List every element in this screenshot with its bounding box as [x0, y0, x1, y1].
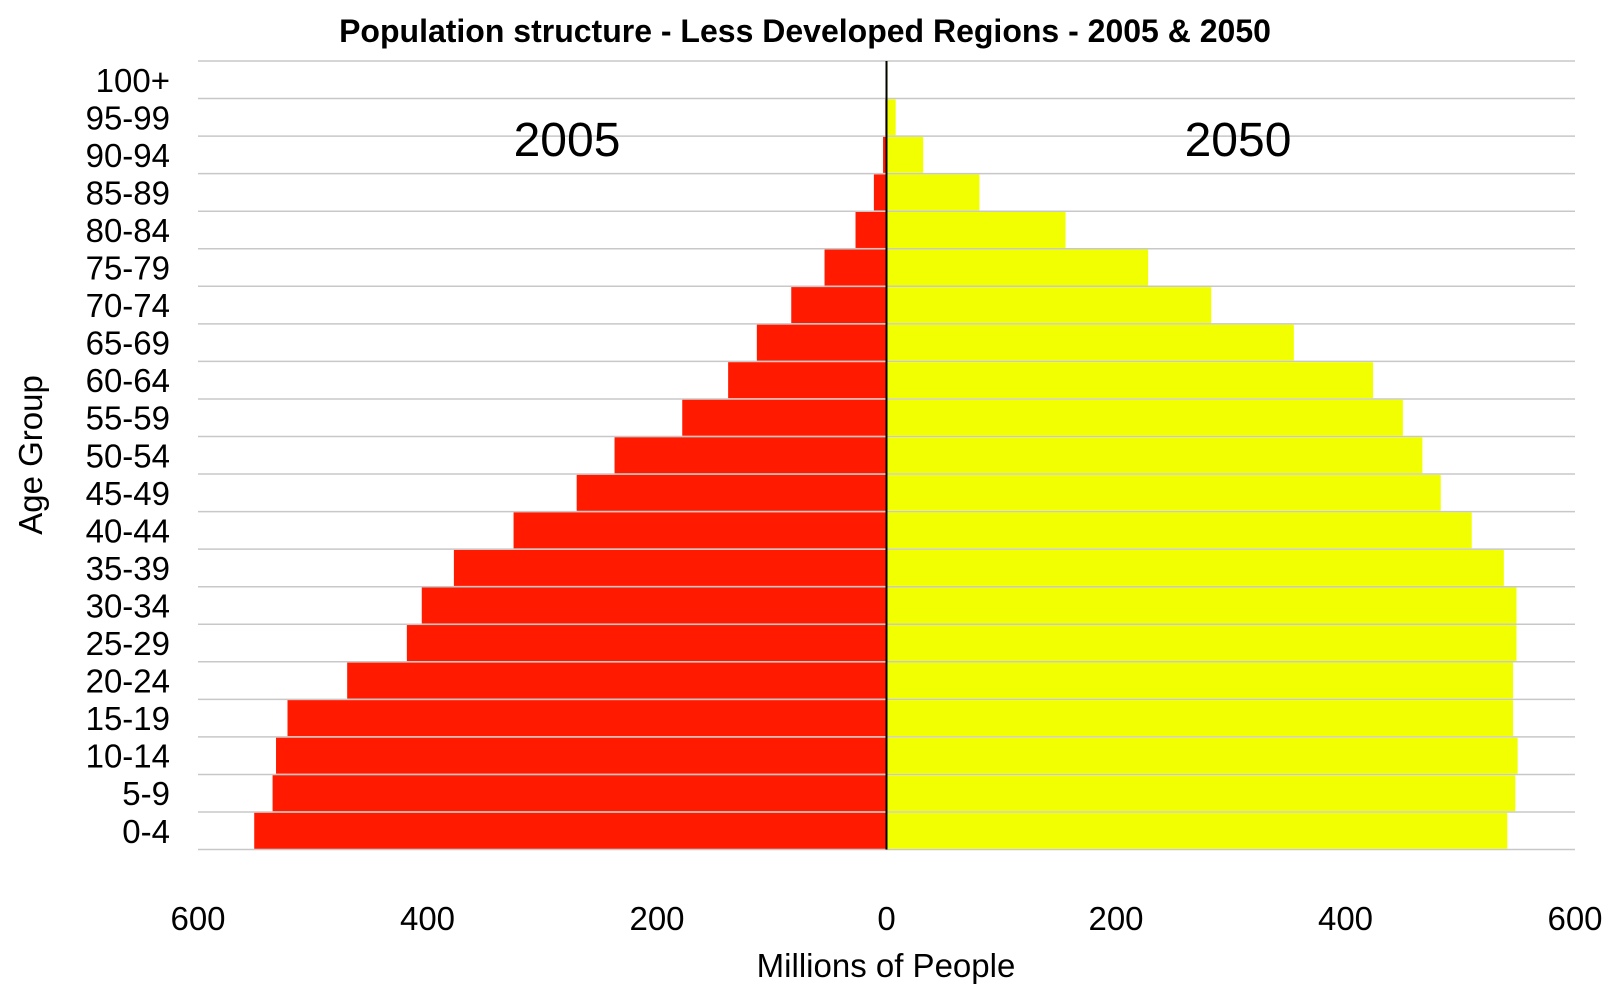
- bar-2050-20-24: [886, 662, 1514, 699]
- bar-2005-15-19: [287, 700, 887, 737]
- bar-2050-85-89: [886, 174, 980, 211]
- bar-2050-45-49: [886, 474, 1441, 511]
- x-tick-label: 0: [877, 900, 895, 937]
- bar-2050-80-84: [886, 212, 1066, 248]
- bar-2050-5-9: [886, 775, 1516, 812]
- bar-2050-75-79: [886, 249, 1149, 286]
- y-tick-label: 95-99: [86, 99, 170, 136]
- y-tick-label: 60-64: [86, 362, 170, 399]
- bar-2005-85-89: [873, 174, 887, 211]
- bar-2050-60-64: [886, 362, 1374, 399]
- bar-2050-25-29: [886, 625, 1517, 661]
- bar-2005-30-34: [421, 587, 887, 624]
- x-tick-label: 600: [1547, 900, 1602, 937]
- x-tick-label: 200: [1088, 900, 1143, 937]
- y-tick-label: 90-94: [86, 137, 170, 174]
- y-tick-label: 45-49: [86, 475, 170, 512]
- bar-2005-45-49: [576, 474, 887, 511]
- bar-2050-10-14: [886, 737, 1518, 774]
- bar-2050-35-39: [886, 549, 1504, 586]
- bar-2005-65-69: [756, 324, 887, 361]
- y-tick-label: 65-69: [86, 325, 170, 362]
- bar-2005-55-59: [682, 399, 887, 436]
- bar-2050-40-44: [886, 512, 1472, 549]
- x-tick-labels: 600 400 200 0 200 400 600: [170, 900, 1602, 937]
- y-tick-label: 20-24: [86, 663, 170, 700]
- y-tick-label: 0-4: [122, 813, 170, 850]
- y-tick-label: 25-29: [86, 625, 170, 662]
- bar-2005-50-54: [614, 437, 887, 474]
- y-axis-label: Age Group: [12, 375, 49, 535]
- bar-2005-20-24: [347, 662, 887, 699]
- y-tick-label: 50-54: [86, 437, 170, 474]
- bar-2005-5-9: [272, 775, 887, 812]
- y-tick-label: 15-19: [86, 700, 170, 737]
- bar-2050-65-69: [886, 324, 1294, 361]
- bar-2005-80-84: [855, 212, 887, 248]
- bar-2005-10-14: [276, 737, 887, 774]
- bar-2005-40-44: [513, 512, 887, 549]
- bar-2005-75-79: [824, 249, 887, 286]
- bar-2005-0-4: [254, 812, 887, 849]
- x-tick-label: 400: [1318, 900, 1373, 937]
- chart-title: Population structure - Less Developed Re…: [339, 13, 1271, 49]
- bar-2005-35-39: [453, 549, 887, 586]
- y-tick-label: 40-44: [86, 512, 170, 549]
- y-tick-label: 5-9: [122, 775, 170, 812]
- bar-2050-0-4: [886, 812, 1508, 849]
- y-tick-label: 75-79: [86, 250, 170, 287]
- bar-2050-30-34: [886, 587, 1517, 624]
- y-tick-label: 70-74: [86, 287, 170, 324]
- annotation-2005: 2005: [514, 114, 621, 167]
- bar-2050-95-99: [886, 99, 896, 136]
- y-tick-label: 100+: [96, 62, 170, 99]
- bar-2050-90-94: [886, 136, 924, 173]
- y-tick-label: 35-39: [86, 550, 170, 587]
- bars: [254, 61, 1518, 849]
- y-tick-label: 10-14: [86, 738, 170, 775]
- x-axis-label: Millions of People: [757, 947, 1016, 984]
- y-tick-label: 55-59: [86, 400, 170, 437]
- bar-2005-70-74: [791, 287, 887, 324]
- x-tick-label: 200: [629, 900, 684, 937]
- x-tick-label: 600: [170, 900, 225, 937]
- annotation-2050: 2050: [1185, 114, 1292, 167]
- bar-2005-25-29: [406, 625, 887, 661]
- bar-2005-90-94: [883, 136, 887, 173]
- bar-2005-60-64: [728, 362, 887, 399]
- y-tick-label: 30-34: [86, 587, 170, 624]
- bar-2050-50-54: [886, 437, 1423, 474]
- y-tick-label: 85-89: [86, 174, 170, 211]
- y-tick-label: 80-84: [86, 212, 170, 249]
- bar-2050-55-59: [886, 399, 1403, 436]
- bar-2050-15-19: [886, 700, 1514, 737]
- x-tick-label: 400: [400, 900, 455, 937]
- bar-2050-70-74: [886, 287, 1212, 324]
- y-tick-labels: 0-45-910-1415-1920-2425-2930-3435-3940-4…: [86, 62, 170, 850]
